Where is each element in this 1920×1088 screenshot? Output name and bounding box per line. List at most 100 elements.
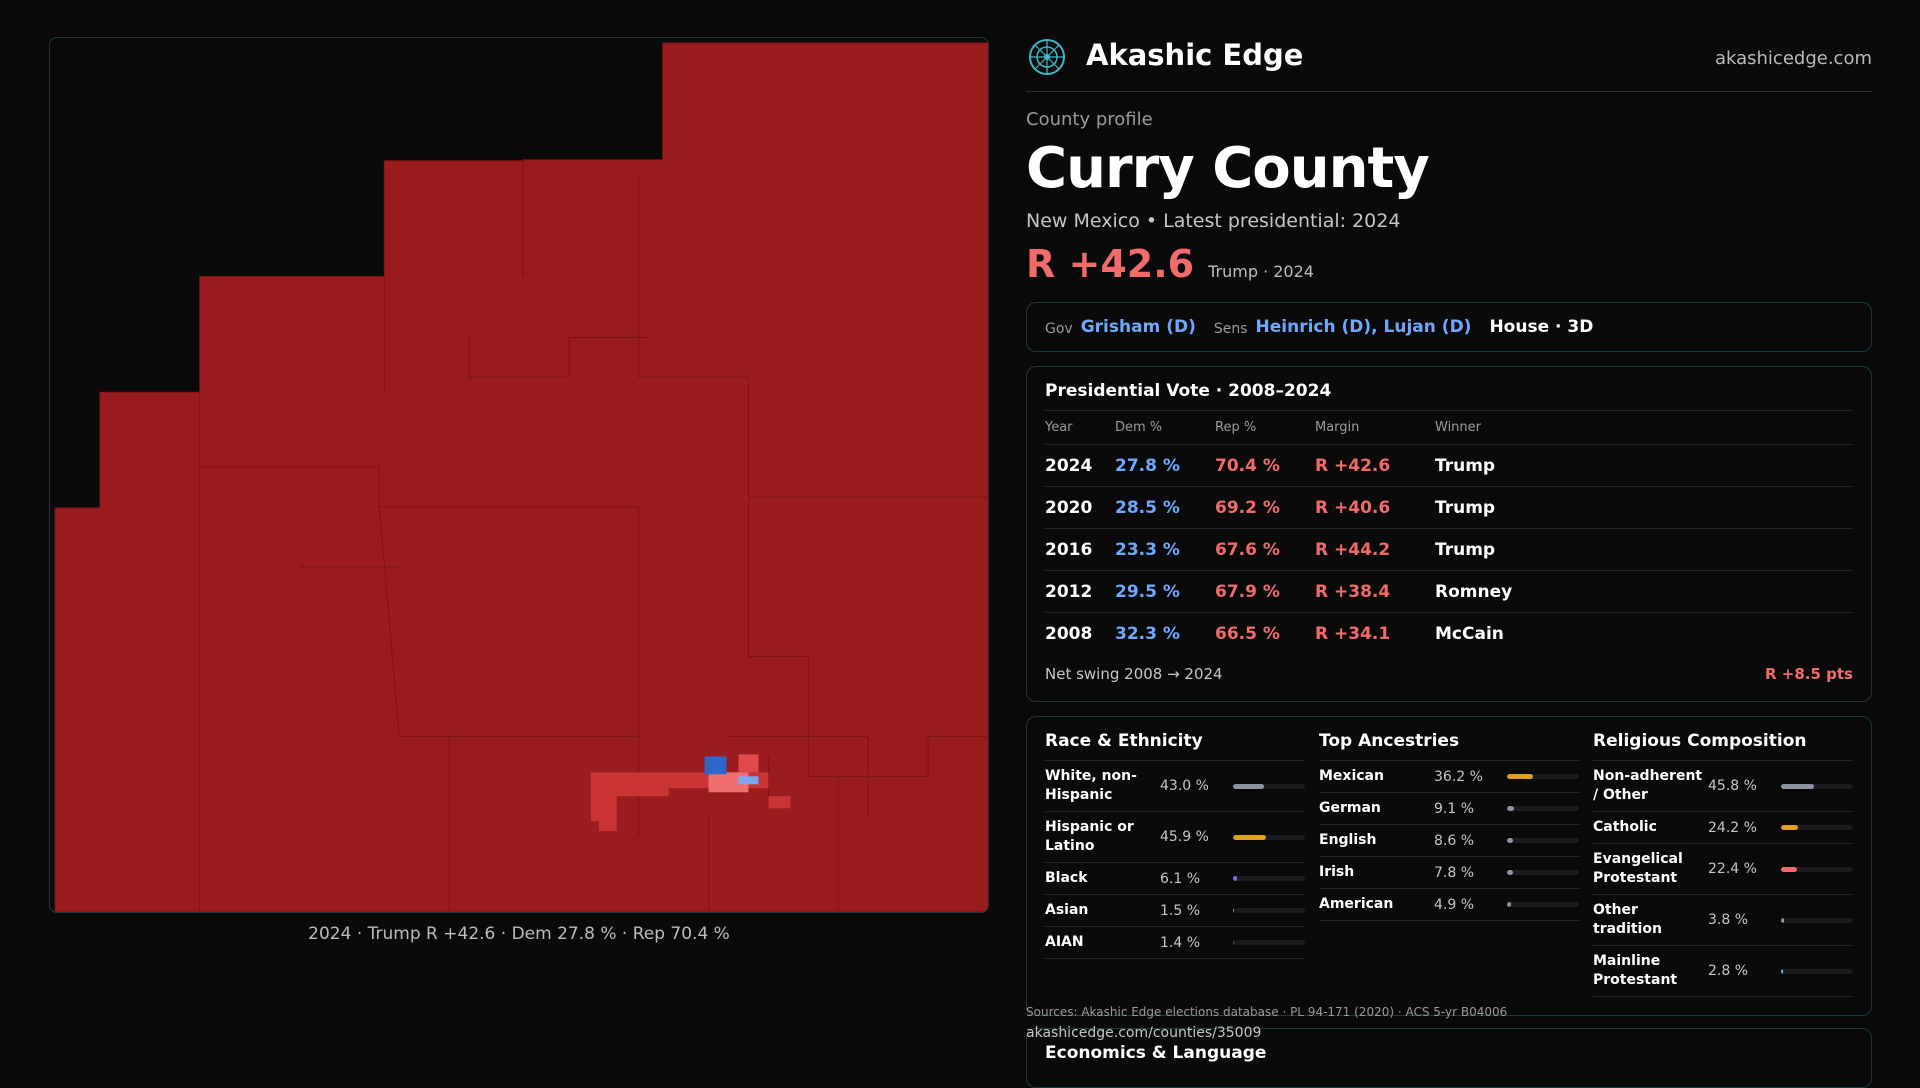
cell-winner: Trump xyxy=(1435,486,1853,529)
religion-column: Religious Composition Non-adherent / Oth… xyxy=(1593,731,1853,1001)
item-bar-fill xyxy=(1781,866,1798,872)
item-label: German xyxy=(1319,800,1381,816)
item-value: 2.8 % xyxy=(1708,963,1749,979)
presidential-table: Year Dem % Rep % Margin Winner 2024 27.8… xyxy=(1045,410,1853,655)
cell-winner: Romney xyxy=(1435,570,1853,613)
cell-rep: 69.2 % xyxy=(1215,486,1315,529)
item-value: 3.8 % xyxy=(1708,912,1749,928)
cell-dem: 28.5 % xyxy=(1115,486,1215,529)
sources-note: Sources: Akashic Edge elections database… xyxy=(1026,1005,1508,1019)
item-label: AIAN xyxy=(1045,934,1084,950)
cell-margin: R +38.4 xyxy=(1315,570,1435,613)
list-item: Catholic 24.2 % xyxy=(1593,812,1853,844)
item-value: 1.5 % xyxy=(1160,902,1201,919)
item-label: Black xyxy=(1045,870,1088,886)
item-bar xyxy=(1507,774,1579,779)
precinct-lines xyxy=(199,159,988,912)
list-item: English 8.6 % xyxy=(1319,825,1579,857)
presidential-vote-card: Presidential Vote · 2008–2024 Year Dem %… xyxy=(1026,366,1872,702)
col-winner: Winner xyxy=(1435,410,1853,445)
margin-summary: R +42.6 Trump · 2024 xyxy=(1026,242,1872,286)
item-value: 43.0 % xyxy=(1160,778,1209,794)
brand-name[interactable]: Akashic Edge xyxy=(1086,38,1304,72)
item-bar xyxy=(1233,876,1305,881)
item-label: Asian xyxy=(1045,902,1089,918)
cell-dem: 29.5 % xyxy=(1115,570,1215,613)
county-map-svg xyxy=(54,42,988,912)
table-row: 2024 27.8 % 70.4 % R +42.6 Trump xyxy=(1045,444,1853,487)
city-precinct-red xyxy=(738,754,759,773)
item-value: 1.4 % xyxy=(1160,934,1201,951)
item-label: Evangelical Protestant xyxy=(1593,851,1683,886)
item-value: 24.2 % xyxy=(1708,819,1757,836)
item-bar xyxy=(1781,825,1853,830)
cell-dem: 32.3 % xyxy=(1115,612,1215,655)
ancestry-title: Top Ancestries xyxy=(1319,731,1579,761)
cell-year: 2020 xyxy=(1045,486,1115,529)
religion-title: Religious Composition xyxy=(1593,731,1853,761)
cell-year: 2024 xyxy=(1045,444,1115,487)
cell-winner: Trump xyxy=(1435,444,1853,487)
item-label: White, non-Hispanic xyxy=(1045,768,1137,803)
cell-margin: R +40.6 xyxy=(1315,486,1435,529)
item-bar-fill xyxy=(1507,774,1534,779)
list-item: AIAN 1.4 % xyxy=(1045,927,1305,959)
item-bar xyxy=(1781,783,1853,789)
county-profile-panel: Akashic Edge akashicedge.com County prof… xyxy=(1026,30,1872,1016)
list-item: German 9.1 % xyxy=(1319,793,1579,825)
cell-margin: R +34.1 xyxy=(1315,612,1435,655)
cell-dem: 23.3 % xyxy=(1115,528,1215,571)
race-title: Race & Ethnicity xyxy=(1045,731,1305,761)
demographics-card: Race & Ethnicity White, non-Hispanic 43.0… xyxy=(1026,716,1872,1016)
list-item: Non-adherent / Other 45.8 % xyxy=(1593,761,1853,812)
presidential-title: Presidential Vote · 2008–2024 xyxy=(1045,381,1332,401)
list-item: Irish 7.8 % xyxy=(1319,857,1579,889)
sens-label: Sens xyxy=(1213,320,1248,337)
margin-note: Trump · 2024 xyxy=(1208,262,1314,281)
item-bar-fill xyxy=(1507,870,1513,875)
item-bar-fill xyxy=(1507,806,1514,811)
site-link[interactable]: akashicedge.com xyxy=(1714,48,1872,69)
item-value: 45.9 % xyxy=(1160,829,1209,845)
cell-margin: R +42.6 xyxy=(1315,444,1435,487)
house-value: House · 3D xyxy=(1489,317,1594,337)
item-label: Non-adherent / Other xyxy=(1593,768,1703,803)
list-item: Other tradition 3.8 % xyxy=(1593,895,1853,946)
table-row: 2016 23.3 % 67.6 % R +44.2 Trump xyxy=(1045,528,1853,571)
item-value: 8.6 % xyxy=(1434,832,1475,849)
county-subline: New Mexico • Latest presidential: 2024 xyxy=(1026,210,1401,232)
item-bar xyxy=(1781,917,1853,923)
race-column: Race & Ethnicity White, non-Hispanic 43.0… xyxy=(1045,731,1305,1001)
swing-value: R +8.5 pts xyxy=(1765,665,1853,683)
header: Akashic Edge akashicedge.com xyxy=(1026,30,1872,92)
margin-value: R +42.6 xyxy=(1026,242,1195,286)
item-bar xyxy=(1507,838,1579,843)
item-bar xyxy=(1781,866,1853,872)
cell-year: 2012 xyxy=(1045,570,1115,613)
county-map[interactable] xyxy=(49,37,989,913)
item-bar-fill xyxy=(1507,902,1511,907)
cell-rep: 66.5 % xyxy=(1215,612,1315,655)
cell-winner: McCain xyxy=(1435,612,1853,655)
item-bar-fill xyxy=(1781,968,1784,974)
gov-label: Gov xyxy=(1045,320,1073,337)
source-url[interactable]: akashicedge.com/counties/35009 xyxy=(1026,1025,1262,1041)
item-label: American xyxy=(1319,896,1394,912)
compass-globe-icon[interactable] xyxy=(1028,38,1066,76)
economics-title: Economics & Language xyxy=(1045,1043,1267,1063)
table-row: 2012 29.5 % 67.9 % R +38.4 Romney xyxy=(1045,570,1853,613)
city-precinct-dem-light xyxy=(738,776,759,785)
col-dem: Dem % xyxy=(1115,410,1215,445)
item-label: Other tradition xyxy=(1593,902,1662,937)
item-bar xyxy=(1507,806,1579,811)
sens-value[interactable]: Heinrich (D), Lujan (D) xyxy=(1255,317,1472,337)
county-shape xyxy=(54,42,988,912)
item-bar-fill xyxy=(1233,940,1235,945)
cell-margin: R +44.2 xyxy=(1315,528,1435,571)
table-row: 2020 28.5 % 69.2 % R +40.6 Trump xyxy=(1045,486,1853,529)
gov-value[interactable]: Grisham (D) xyxy=(1080,317,1196,337)
item-bar-fill xyxy=(1507,838,1514,843)
item-bar xyxy=(1233,940,1305,945)
officials-bar: Gov Grisham (D) Sens Heinrich (D), Lujan… xyxy=(1026,302,1872,352)
item-bar-fill xyxy=(1233,783,1264,789)
